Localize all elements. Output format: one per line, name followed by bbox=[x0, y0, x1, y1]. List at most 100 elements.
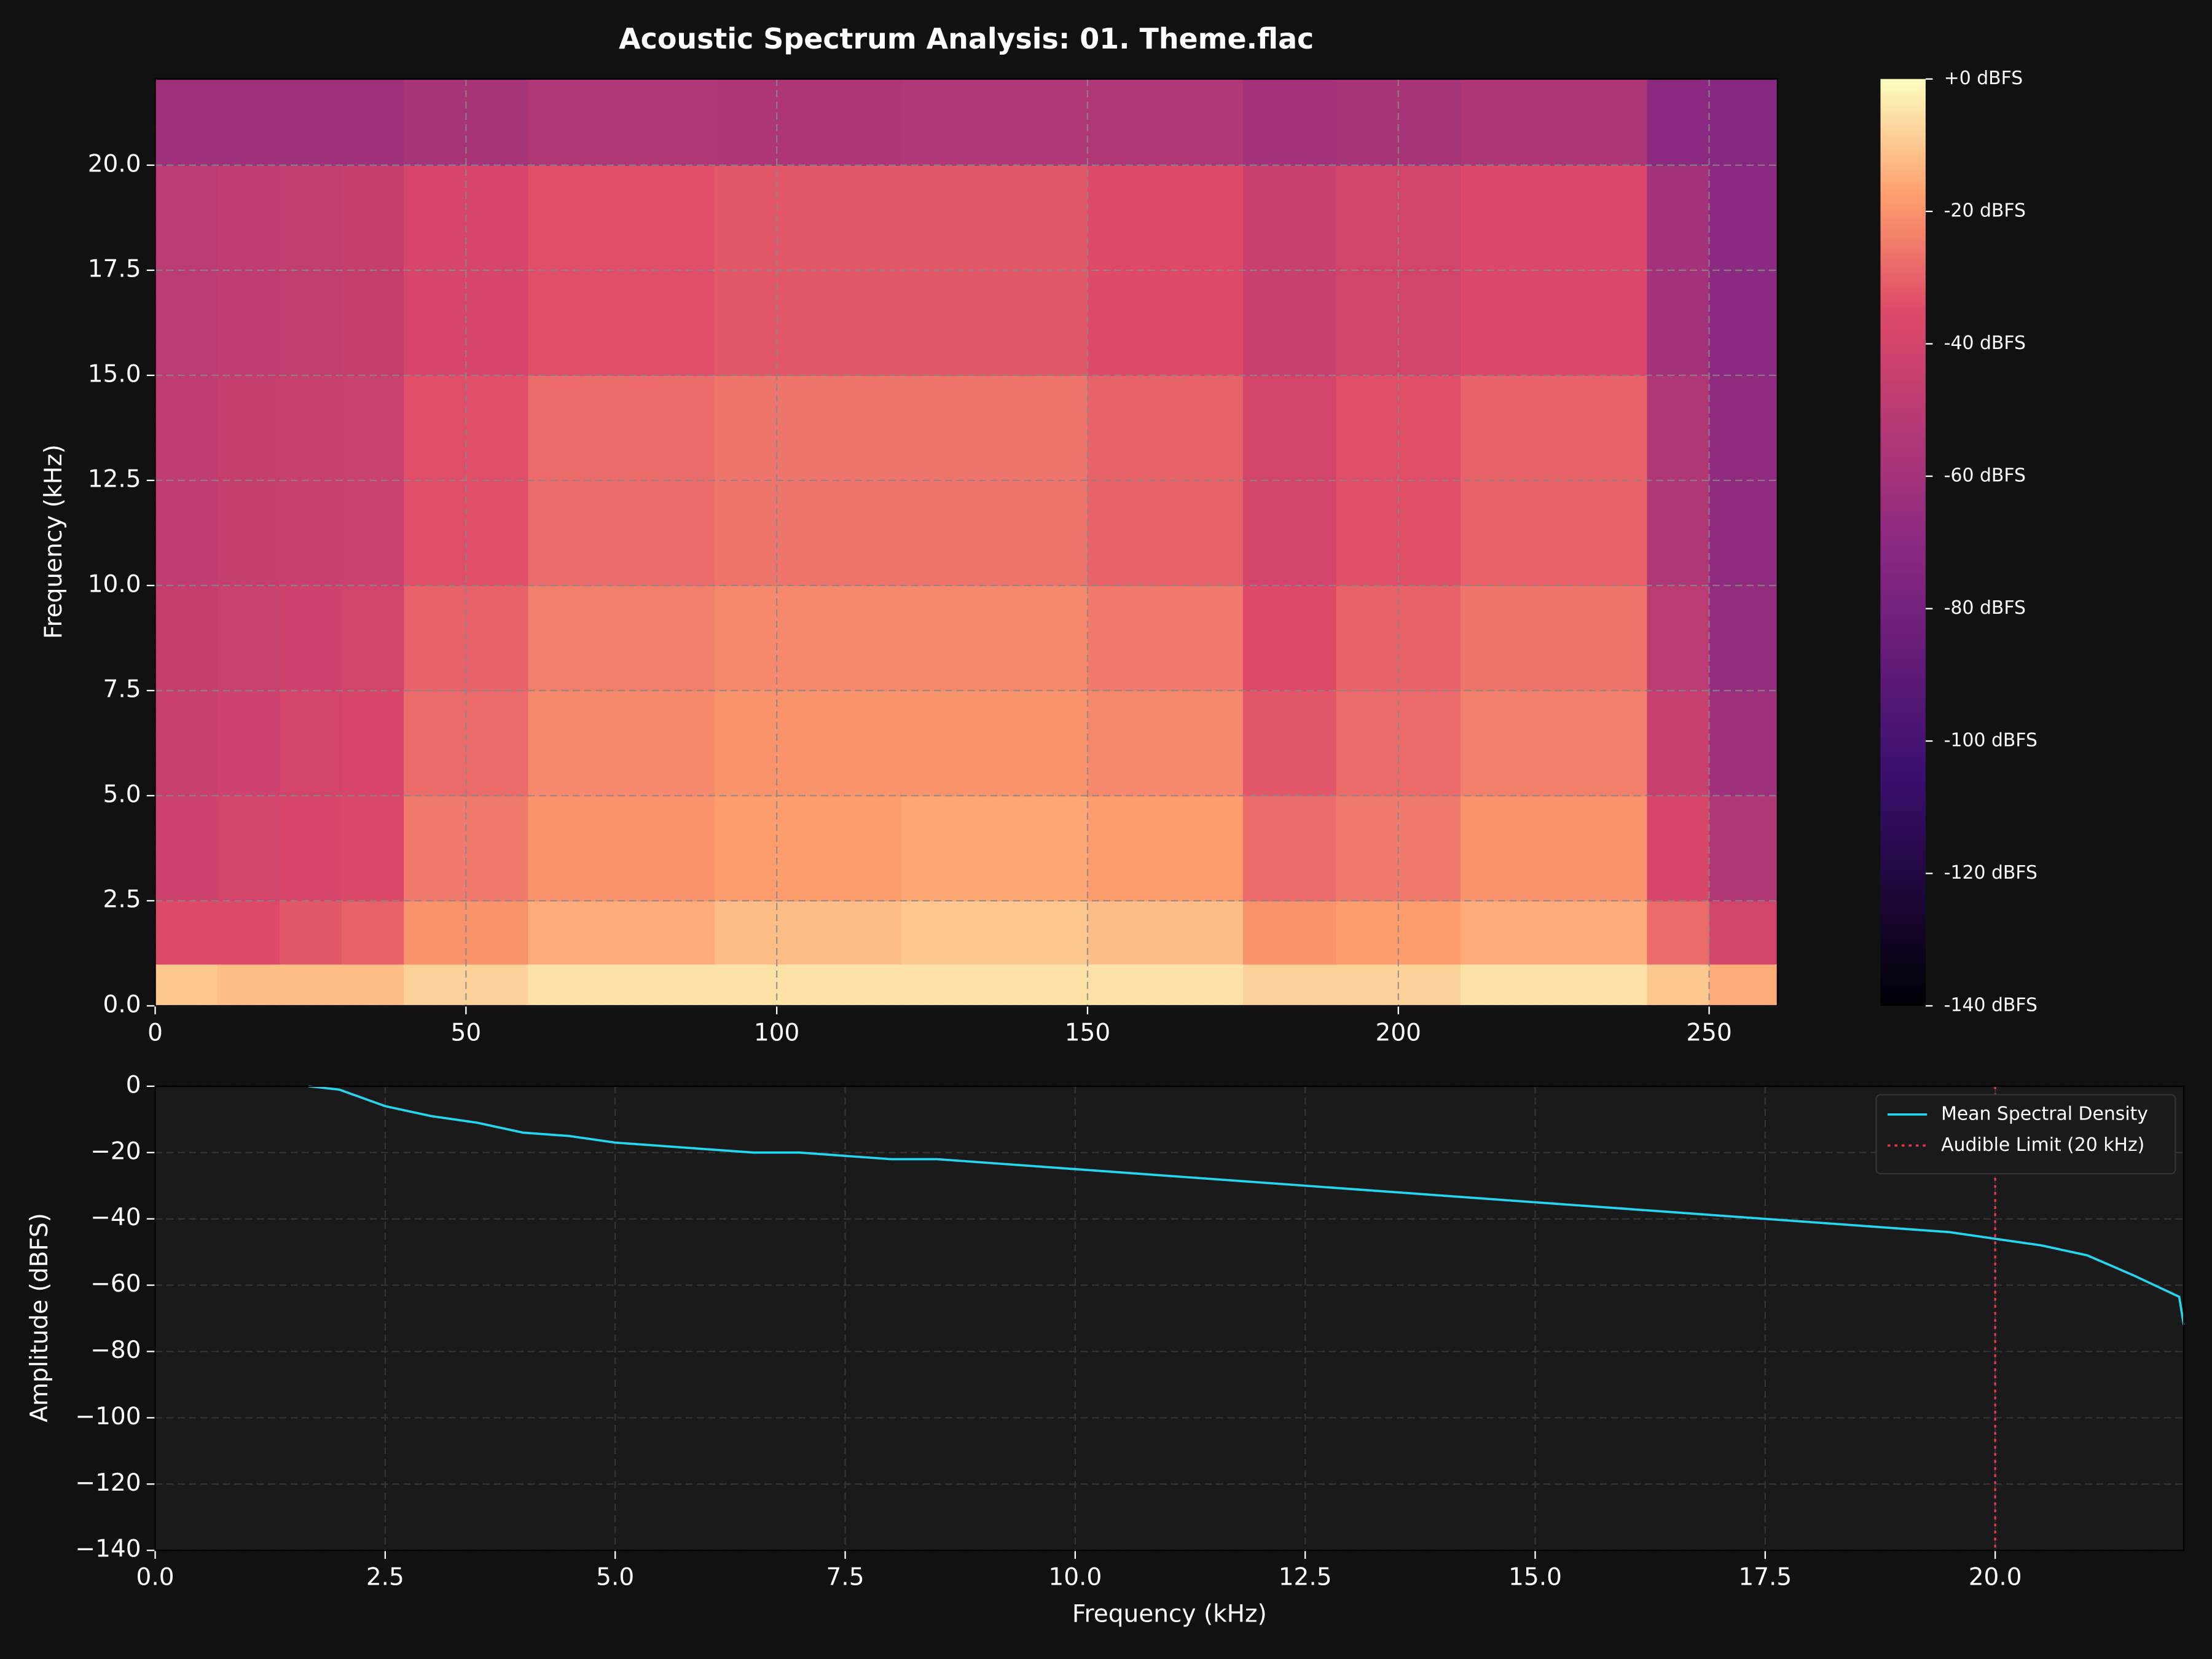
legend bbox=[1875, 1094, 2176, 1175]
x-tick-label: 15.0 bbox=[1508, 1564, 1562, 1591]
spectrogram-cell bbox=[715, 795, 902, 902]
spectrogram-cell bbox=[1709, 963, 1779, 1007]
spectrogram-cell bbox=[155, 79, 218, 166]
spectrogram-cell bbox=[1709, 79, 1779, 166]
spectrogram-cell bbox=[1460, 900, 1648, 965]
spectrogram-cell bbox=[1460, 963, 1648, 1007]
y-tick-label: 12.5 bbox=[88, 465, 141, 493]
spectrogram-cell bbox=[217, 79, 281, 166]
spectrogram-cell bbox=[1242, 690, 1337, 797]
spectrogram-cell bbox=[155, 963, 218, 1007]
spectrogram-cell bbox=[279, 963, 343, 1007]
spectrogram-cell bbox=[901, 795, 1089, 902]
y-tick-label: 0.0 bbox=[103, 990, 141, 1018]
y-tick-label: −140 bbox=[75, 1535, 141, 1563]
spectrogram-cell bbox=[279, 690, 343, 797]
y-tick-label: −80 bbox=[90, 1336, 141, 1364]
spectrogram-cell bbox=[528, 900, 716, 965]
spectrogram-cell bbox=[279, 585, 343, 692]
spectrogram-cell bbox=[279, 900, 343, 965]
spectrogram-cell bbox=[528, 963, 716, 1007]
spectrogram-cell bbox=[155, 795, 218, 902]
spectrogram-cell bbox=[279, 375, 343, 587]
spectrogram-cell bbox=[279, 79, 343, 166]
spectrogram-cell bbox=[155, 375, 218, 587]
colorbar-tick-label: -40 dBFS bbox=[1944, 332, 2026, 354]
spectrogram-cell bbox=[901, 79, 1089, 166]
x-axis-label: Frequency (kHz) bbox=[1072, 1600, 1267, 1628]
spectrogram-cell bbox=[1087, 963, 1244, 1007]
spectrogram-cell bbox=[901, 963, 1089, 1007]
spectrogram-cell bbox=[155, 690, 218, 797]
x-tick-label: 10.0 bbox=[1048, 1564, 1102, 1591]
spectrogram-cell bbox=[1647, 963, 1710, 1007]
colorbar-tick-label: -80 dBFS bbox=[1944, 597, 2026, 619]
y-tick-label: 7.5 bbox=[103, 675, 141, 703]
x-tick-label: 12.5 bbox=[1279, 1564, 1332, 1591]
spectrogram-cell bbox=[715, 585, 902, 692]
spectrogram-cell bbox=[1242, 963, 1337, 1007]
spectrogram-cell bbox=[217, 690, 281, 797]
colorbar-tick-label: -120 dBFS bbox=[1944, 862, 2037, 884]
spectrogram-cell bbox=[1242, 585, 1337, 692]
spectrogram-cell bbox=[1087, 795, 1244, 902]
spectrogram-cell bbox=[528, 690, 716, 797]
spectrogram-cell bbox=[1460, 795, 1648, 902]
spectrogram-cell bbox=[1460, 585, 1648, 692]
spectrogram-cell bbox=[342, 79, 405, 166]
spectrogram-cell bbox=[217, 963, 281, 1007]
x-tick-label: 250 bbox=[1686, 1019, 1732, 1046]
spectrogram-cell bbox=[1087, 690, 1244, 797]
x-tick-label: 7.5 bbox=[826, 1564, 864, 1591]
spectrogram-cell bbox=[342, 900, 405, 965]
y-tick-label: 5.0 bbox=[103, 780, 141, 808]
spectrogram-cell bbox=[1242, 900, 1337, 965]
spectrogram-cell bbox=[901, 900, 1089, 965]
spectrogram-cell bbox=[342, 795, 405, 902]
y-tick-label: 10.0 bbox=[88, 570, 141, 598]
y-axis-label: Amplitude (dBFS) bbox=[26, 1213, 53, 1422]
spectrogram-cell bbox=[342, 690, 405, 797]
y-tick-label: 20.0 bbox=[88, 150, 141, 178]
colorbar-tick-label: -60 dBFS bbox=[1944, 465, 2026, 487]
y-axis-label: Frequency (kHz) bbox=[40, 444, 68, 639]
spectrogram-cell bbox=[715, 900, 902, 965]
spectrogram-cell bbox=[155, 585, 218, 692]
spectrogram-cell bbox=[155, 900, 218, 965]
spectrogram-cell bbox=[1709, 585, 1779, 692]
x-tick-label: 5.0 bbox=[596, 1564, 634, 1591]
spectrogram-cell bbox=[1647, 900, 1710, 965]
x-tick-label: 20.0 bbox=[1969, 1564, 2022, 1591]
spectrogram-cell bbox=[1709, 795, 1779, 902]
spectrogram-cell bbox=[1647, 795, 1710, 902]
spectrogram-cell bbox=[279, 795, 343, 902]
axes-frame bbox=[154, 1085, 2185, 1551]
spectrogram-cell bbox=[342, 585, 405, 692]
spectrogram-cell bbox=[901, 585, 1089, 692]
spectrogram-cell bbox=[1087, 79, 1244, 166]
spectrogram-cell bbox=[715, 690, 902, 797]
spectrogram-cell bbox=[1709, 165, 1779, 377]
line-series bbox=[308, 1085, 2185, 1325]
y-tick-label: −40 bbox=[90, 1204, 141, 1231]
colorbar-tick-label: -140 dBFS bbox=[1944, 994, 2037, 1016]
spectrogram-cell bbox=[1460, 79, 1648, 166]
y-tick-label: 2.5 bbox=[103, 885, 141, 913]
spectrogram-cell bbox=[528, 795, 716, 902]
spectrogram-cell bbox=[342, 963, 405, 1007]
spectrogram-cell bbox=[528, 585, 716, 692]
colorbar-tick-label: +0 dBFS bbox=[1944, 68, 2023, 89]
x-tick-label: 50 bbox=[451, 1019, 482, 1046]
spectrogram-cell bbox=[715, 963, 902, 1007]
spectrogram-cell bbox=[1242, 79, 1337, 166]
chart-title: Acoustic Spectrum Analysis: 01. Theme.fl… bbox=[619, 22, 1314, 55]
colorbar-tick-label: -20 dBFS bbox=[1944, 200, 2026, 222]
spectrogram-cell bbox=[217, 795, 281, 902]
spectrogram-cell bbox=[1087, 585, 1244, 692]
spectrogram-cell bbox=[1647, 79, 1710, 166]
axes-background bbox=[155, 1086, 2184, 1551]
y-tick-label: −20 bbox=[90, 1137, 141, 1165]
y-tick-label: 17.5 bbox=[88, 255, 141, 283]
